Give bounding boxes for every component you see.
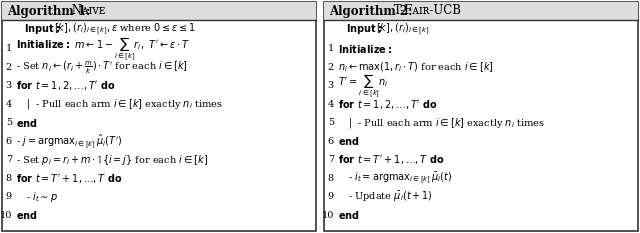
Text: $T' = \sum_{i\in[k]} n_i$: $T' = \sum_{i\in[k]} n_i$	[338, 72, 388, 100]
Text: Nᴀɪvᴇ: Nᴀɪvᴇ	[68, 4, 106, 17]
Text: $\mathbf{Initialize{:}}$ $m \leftarrow 1 - \sum_{i\in[k]} r_i,\ T' \leftarrow \v: $\mathbf{Initialize{:}}$ $m \leftarrow 1…	[16, 35, 190, 63]
Bar	[324, 2, 638, 20]
Text: $[k], (r_i)_{i\in[k]}$: $[k], (r_i)_{i\in[k]}$	[376, 21, 429, 37]
Text: $\mathbf{for}$ $t = T' + 1, \ldots, T$ $\mathbf{do}$: $\mathbf{for}$ $t = T' + 1, \ldots, T$ $…	[338, 154, 444, 166]
Text: 9: 9	[6, 192, 12, 202]
Text: $|$  - Pull each arm $i \in [k]$ exactly $n_i$ times: $|$ - Pull each arm $i \in [k]$ exactly …	[348, 116, 545, 130]
Text: - $i_t \sim p$: - $i_t \sim p$	[26, 190, 58, 204]
Text: $\mathbf{Input{:}}$: $\mathbf{Input{:}}$	[24, 22, 60, 36]
Bar	[2, 2, 316, 231]
Text: 4: 4	[6, 100, 12, 109]
Text: $\mathbf{for}$ $t = 1, 2, \ldots, T'$ $\mathbf{do}$: $\mathbf{for}$ $t = 1, 2, \ldots, T'$ $\…	[338, 98, 438, 111]
Text: 10: 10	[0, 211, 12, 220]
Bar	[324, 2, 638, 231]
Text: - Set $n_i \leftarrow (r_i + \frac{m}{k}) \cdot T'$ for each $i \in [k]$: - Set $n_i \leftarrow (r_i + \frac{m}{k}…	[16, 59, 188, 76]
Text: 9: 9	[328, 192, 334, 202]
Text: 5: 5	[6, 118, 12, 127]
Text: 10: 10	[322, 211, 334, 220]
Text: $|$  - Pull each arm $i \in [k]$ exactly $n_i$ times: $|$ - Pull each arm $i \in [k]$ exactly …	[26, 97, 223, 111]
Text: $[k], (r_i)_{i\in[k]}, \varepsilon$ where $0 \leq \varepsilon \leq 1$: $[k], (r_i)_{i\in[k]}, \varepsilon$ wher…	[54, 21, 196, 37]
Text: 8: 8	[328, 174, 334, 183]
Text: $\mathbf{Initialize{:}}$: $\mathbf{Initialize{:}}$	[338, 43, 392, 55]
Text: - Update $\bar{\mu}_i(t+1)$: - Update $\bar{\mu}_i(t+1)$	[348, 190, 433, 204]
Text: Algorithm 2:: Algorithm 2:	[329, 4, 413, 17]
Text: $\mathbf{Input{:}}$: $\mathbf{Input{:}}$	[346, 22, 382, 36]
Text: 4: 4	[328, 100, 334, 109]
Text: - Set $p_i = r_i + m \cdot \mathbb{1}\{i = j\}$ for each $i \in [k]$: - Set $p_i = r_i + m \cdot \mathbb{1}\{i…	[16, 153, 208, 167]
Text: 6: 6	[6, 137, 12, 146]
Text: 6: 6	[328, 137, 334, 146]
Text: - $j = \mathrm{argmax}_{i\in[k]}\, \hat{\mu}_i(T')$: - $j = \mathrm{argmax}_{i\in[k]}\, \hat{…	[16, 132, 122, 151]
Text: $\mathbf{for}$ $t = 1, 2, \ldots, T'$ $\mathbf{do}$: $\mathbf{for}$ $t = 1, 2, \ldots, T'$ $\…	[16, 79, 116, 93]
Text: 8: 8	[6, 174, 12, 183]
Text: 5: 5	[328, 118, 334, 127]
Text: 7: 7	[6, 155, 12, 164]
Text: $n_i \leftarrow \max(1, r_i \cdot T)$ for each $i \in [k]$: $n_i \leftarrow \max(1, r_i \cdot T)$ fo…	[338, 61, 493, 74]
Text: 2: 2	[328, 63, 334, 72]
Text: 1: 1	[328, 45, 334, 54]
Text: 1: 1	[6, 45, 12, 54]
Text: $\mathbf{end}$: $\mathbf{end}$	[338, 135, 360, 147]
Text: 3: 3	[6, 82, 12, 90]
Text: $\mathbf{end}$: $\mathbf{end}$	[16, 209, 38, 222]
Bar	[2, 2, 316, 20]
Text: 3: 3	[328, 82, 334, 90]
Text: Algorithm 1:: Algorithm 1:	[7, 4, 90, 17]
Text: $\mathbf{end}$: $\mathbf{end}$	[338, 209, 360, 222]
Text: T-Fᴀɪʀ-UCB: T-Fᴀɪʀ-UCB	[390, 4, 461, 17]
Text: $\mathbf{end}$: $\mathbf{end}$	[16, 117, 38, 129]
Text: - $i_t = \mathrm{argmax}_{i\in[k]}\, \bar{\mu}_i(t)$: - $i_t = \mathrm{argmax}_{i\in[k]}\, \ba…	[348, 171, 452, 186]
Text: $\mathbf{for}$ $t = T' + 1, \ldots, T$ $\mathbf{do}$: $\mathbf{for}$ $t = T' + 1, \ldots, T$ $…	[16, 172, 122, 185]
Text: 7: 7	[328, 155, 334, 164]
Text: 2: 2	[6, 63, 12, 72]
